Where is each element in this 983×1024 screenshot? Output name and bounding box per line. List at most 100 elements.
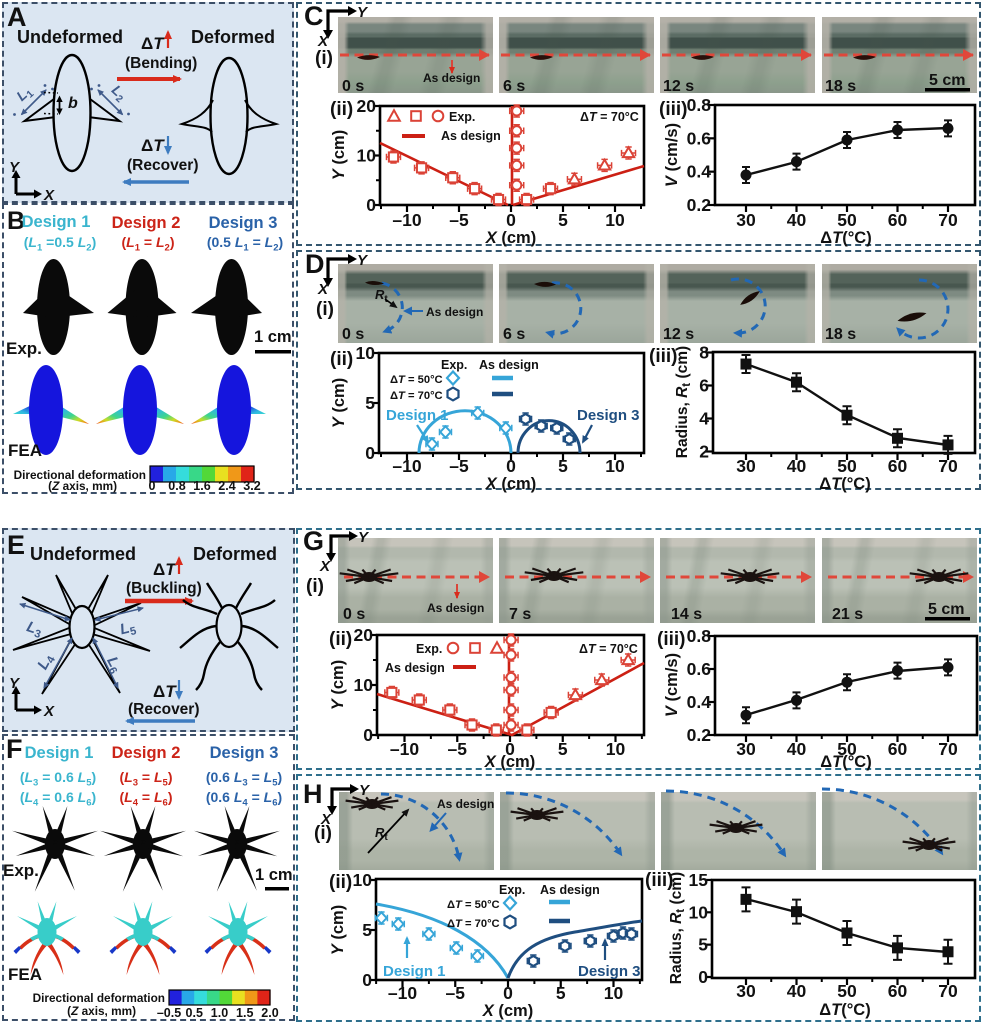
svg-text:(i): (i) bbox=[315, 48, 333, 69]
svg-text:Design 3: Design 3 bbox=[577, 407, 640, 424]
svg-text:Exp.: Exp. bbox=[6, 339, 42, 358]
svg-text:10: 10 bbox=[353, 870, 373, 890]
svg-text:Exp.: Exp. bbox=[441, 358, 467, 372]
svg-text:Radius, Rt (cm): Radius, Rt (cm) bbox=[668, 872, 687, 984]
svg-text:2.4: 2.4 bbox=[218, 479, 235, 493]
svg-text:(i): (i) bbox=[306, 576, 324, 597]
svg-text:(L4​ = 0.6 L6​): (L4​ = 0.6 L6​) bbox=[20, 789, 96, 809]
svg-text:(L3​ = 0.6 L5​): (L3​ = 0.6 L5​) bbox=[20, 769, 96, 789]
svg-text:ΔT(°C): ΔT(°C) bbox=[820, 229, 871, 247]
svg-text:Undeformed: Undeformed bbox=[17, 27, 123, 47]
svg-text:0.2: 0.2 bbox=[687, 195, 712, 215]
svg-text:ΔT = 70°C: ΔT = 70°C bbox=[390, 390, 443, 402]
svg-text:(iii): (iii) bbox=[659, 99, 688, 120]
svg-text:ΔT(°C): ΔT(°C) bbox=[819, 1001, 870, 1019]
svg-text:4: 4 bbox=[699, 409, 709, 429]
svg-text:As design: As design bbox=[441, 129, 501, 143]
svg-text:1.5: 1.5 bbox=[236, 1006, 253, 1020]
svg-text:0 s: 0 s bbox=[342, 78, 364, 95]
svg-text:Design 2: Design 2 bbox=[112, 744, 181, 762]
svg-text:6 s: 6 s bbox=[503, 78, 525, 95]
svg-text:–10: –10 bbox=[390, 739, 419, 759]
svg-text:18 s: 18 s bbox=[825, 326, 856, 343]
svg-text:–10: –10 bbox=[392, 456, 421, 476]
svg-text:(iii): (iii) bbox=[657, 629, 686, 650]
svg-text:X (cm): X (cm) bbox=[485, 229, 536, 247]
svg-text:X: X bbox=[43, 187, 55, 204]
svg-text:Design 2: Design 2 bbox=[112, 214, 181, 232]
svg-text:10: 10 bbox=[356, 343, 376, 363]
svg-text:60: 60 bbox=[888, 739, 908, 759]
svg-text:20: 20 bbox=[354, 625, 374, 645]
svg-text:As design: As design bbox=[423, 71, 480, 85]
svg-text:(ii): (ii) bbox=[330, 349, 353, 370]
svg-text:6: 6 bbox=[699, 376, 709, 396]
svg-text:ΔT(°C): ΔT(°C) bbox=[820, 753, 871, 771]
svg-text:(iii): (iii) bbox=[645, 870, 674, 891]
svg-text:Radius, Rt (cm): Radius, Rt (cm) bbox=[674, 346, 693, 458]
svg-text:X: X bbox=[317, 33, 329, 50]
svg-text:0 s: 0 s bbox=[343, 606, 365, 623]
svg-text:60: 60 bbox=[888, 210, 908, 230]
svg-text:Exp.: Exp. bbox=[449, 110, 475, 124]
svg-text:X: X bbox=[320, 811, 332, 828]
svg-text:Design 3: Design 3 bbox=[210, 744, 279, 762]
svg-text:(ii): (ii) bbox=[329, 872, 352, 893]
svg-text:0 s: 0 s bbox=[342, 326, 364, 343]
svg-text:0: 0 bbox=[506, 456, 516, 476]
svg-text:70: 70 bbox=[938, 210, 958, 230]
svg-text:(L4​ = L6​): (L4​ = L6​) bbox=[119, 789, 172, 809]
svg-text:Design 1: Design 1 bbox=[383, 963, 446, 980]
svg-text:10: 10 bbox=[604, 983, 624, 1003]
svg-text:5: 5 bbox=[558, 739, 568, 759]
svg-text:(i): (i) bbox=[316, 299, 334, 320]
svg-text:40: 40 bbox=[787, 210, 807, 230]
svg-text:6 s: 6 s bbox=[503, 326, 525, 343]
svg-text:0.6: 0.6 bbox=[687, 128, 712, 148]
svg-text:–10: –10 bbox=[392, 210, 421, 230]
svg-text:–10: –10 bbox=[388, 983, 417, 1003]
svg-text:(0.6 L3​ = L5​): (0.6 L3​ = L5​) bbox=[206, 769, 282, 789]
svg-text:As design: As design bbox=[540, 883, 600, 897]
svg-text:0.8: 0.8 bbox=[168, 479, 185, 493]
svg-text:30: 30 bbox=[736, 739, 756, 759]
svg-text:40: 40 bbox=[787, 981, 807, 1001]
svg-text:0: 0 bbox=[362, 970, 372, 990]
svg-text:Y (cm): Y (cm) bbox=[330, 378, 348, 428]
svg-text:3.2: 3.2 bbox=[243, 479, 260, 493]
svg-text:1 cm: 1 cm bbox=[254, 328, 292, 346]
svg-text:Directional deformation: Directional deformation bbox=[14, 468, 146, 482]
svg-text:0.4: 0.4 bbox=[687, 692, 712, 712]
svg-text:Deformed: Deformed bbox=[191, 27, 275, 47]
svg-text:5 cm: 5 cm bbox=[928, 601, 964, 618]
svg-text:As design: As design bbox=[479, 358, 539, 372]
svg-text:(L1​ =0.5 L2​): (L1​ =0.5 L2​) bbox=[24, 234, 96, 254]
svg-text:0.5: 0.5 bbox=[186, 1006, 203, 1020]
svg-text:10: 10 bbox=[605, 456, 625, 476]
svg-text:5: 5 bbox=[558, 456, 568, 476]
svg-text:2.0: 2.0 bbox=[261, 1006, 278, 1020]
svg-text:12 s: 12 s bbox=[663, 326, 694, 343]
svg-text:FEA: FEA bbox=[8, 441, 42, 460]
svg-text:14 s: 14 s bbox=[671, 606, 702, 623]
svg-text:ΔT: ΔT bbox=[153, 560, 177, 579]
svg-text:2: 2 bbox=[699, 442, 709, 462]
svg-text:V (cm/s): V (cm/s) bbox=[663, 653, 681, 717]
svg-text:7 s: 7 s bbox=[509, 606, 531, 623]
svg-text:Design 3: Design 3 bbox=[578, 963, 641, 980]
svg-text:E: E bbox=[7, 530, 25, 560]
svg-text:1.0: 1.0 bbox=[211, 1006, 228, 1020]
svg-text:ΔT = 70°C: ΔT = 70°C bbox=[447, 918, 500, 930]
svg-text:0: 0 bbox=[363, 725, 373, 745]
svg-text:Deformed: Deformed bbox=[193, 544, 277, 564]
svg-text:(Recover): (Recover) bbox=[127, 157, 199, 174]
svg-text:0: 0 bbox=[506, 210, 516, 230]
svg-text:Design 1: Design 1 bbox=[22, 213, 91, 231]
svg-text:ΔT: ΔT bbox=[153, 682, 177, 701]
svg-text:40: 40 bbox=[787, 456, 807, 476]
svg-text:30: 30 bbox=[736, 456, 756, 476]
svg-text:Y: Y bbox=[358, 529, 370, 546]
svg-text:50: 50 bbox=[837, 981, 857, 1001]
svg-text:–5: –5 bbox=[449, 456, 469, 476]
svg-text:Design 3: Design 3 bbox=[209, 214, 278, 232]
